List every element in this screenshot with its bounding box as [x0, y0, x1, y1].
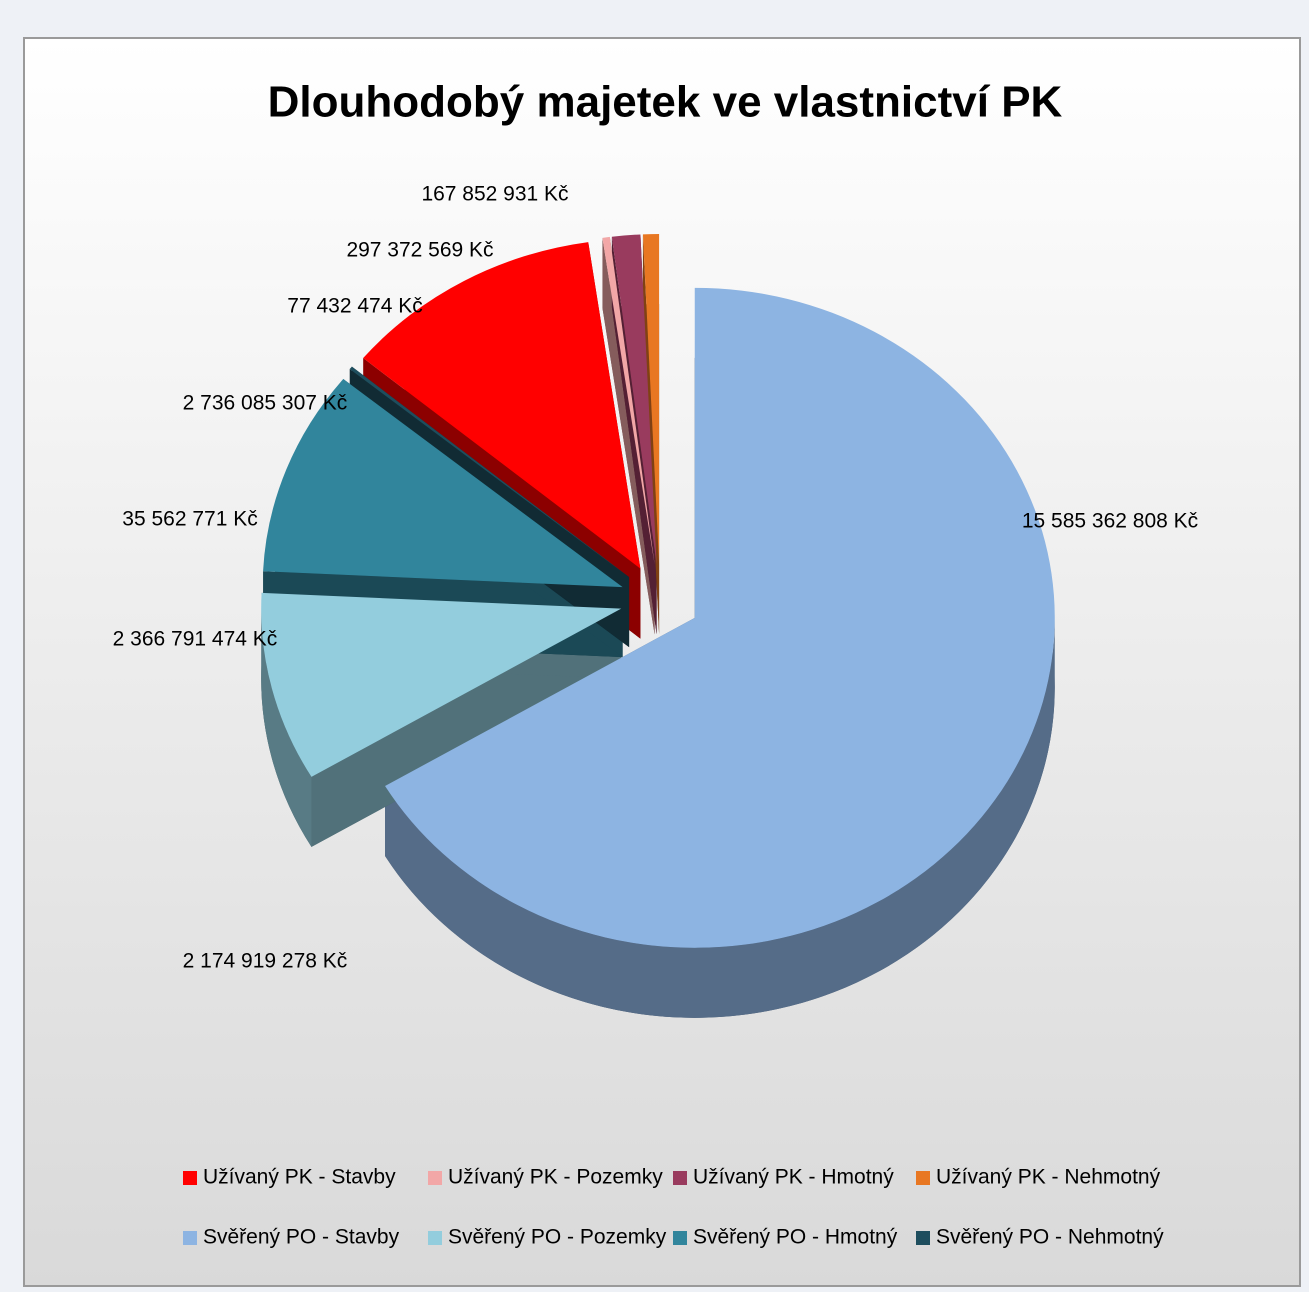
- legend-label: Užívaný PK - Nehmotný: [936, 1166, 1161, 1189]
- pie-slice: [261, 592, 622, 777]
- data-label: 297 372 569 Kč: [346, 239, 493, 262]
- legend-label: Užívaný PK - Hmotný: [693, 1166, 894, 1189]
- pie-slice: [642, 234, 660, 565]
- legend-swatch: [183, 1171, 197, 1185]
- pie-slice: [611, 234, 657, 565]
- legend-swatch: [428, 1231, 442, 1245]
- legend-swatch: [916, 1231, 930, 1245]
- data-label: 77 432 474 Kč: [287, 295, 422, 318]
- data-label: 167 852 931 Kč: [421, 183, 568, 206]
- data-label: 15 585 362 808 Kč: [1022, 510, 1198, 533]
- legend-label: Užívaný PK - Pozemky: [448, 1166, 663, 1189]
- legend-swatch: [673, 1231, 687, 1245]
- data-label: 2 736 085 307 Kč: [183, 392, 348, 415]
- chart-title: Dlouhodobý majetek ve vlastnictví PK: [268, 78, 1063, 127]
- pie-slice: [349, 366, 630, 578]
- slice-rim: [385, 617, 1055, 1018]
- legend-label: Svěřený PO - Pozemky: [448, 1226, 667, 1249]
- legend-label: Svěřený PO - Stavby: [203, 1226, 400, 1249]
- pie-slice: [363, 242, 641, 569]
- legend-label: Svěřený PO - Nehmotný: [936, 1226, 1164, 1249]
- data-label: 2 366 791 474 Kč: [113, 628, 278, 651]
- legend-swatch: [183, 1231, 197, 1245]
- legend-label: Užívaný PK - Stavby: [203, 1166, 396, 1189]
- data-label: 35 562 771 Kč: [122, 508, 257, 531]
- pie-slice: [263, 379, 623, 588]
- legend-swatch: [673, 1171, 687, 1185]
- legend-label: Svěřený PO - Hmotný: [693, 1226, 898, 1249]
- slice-rim: [261, 608, 312, 847]
- legend-swatch: [916, 1171, 930, 1185]
- pie-slice: [602, 236, 655, 565]
- data-label: 2 174 919 278 Kč: [183, 950, 348, 973]
- legend-swatch: [428, 1171, 442, 1185]
- pie-slice: [385, 287, 1055, 948]
